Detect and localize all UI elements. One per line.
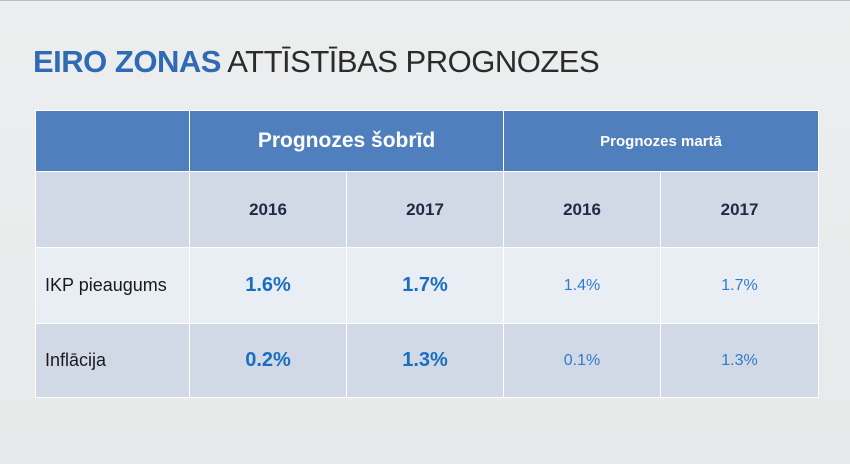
- slide-title: EIRO ZONAS ATTĪSTĪBAS PROGNOZES: [33, 44, 600, 80]
- value-cell: 0.2%: [189, 323, 347, 398]
- year-header: 2017: [660, 171, 820, 248]
- group-header-row: Prognozes šobrīd Prognozes martā: [35, 110, 820, 172]
- value-cell: 1.7%: [345, 247, 505, 324]
- group-header-current: Prognozes šobrīd: [188, 110, 505, 172]
- year-header: 2016: [503, 171, 662, 248]
- value-cell: 0.1%: [503, 323, 662, 398]
- row-label: IKP pieaugums: [35, 247, 190, 324]
- value-cell: 1.4%: [503, 247, 662, 324]
- year-header-row: 2016 2017 2016 2017: [35, 171, 820, 248]
- value-cell: 1.3%: [660, 323, 820, 398]
- value-cell: 1.7%: [660, 247, 820, 324]
- year-corner-cell: [35, 171, 190, 248]
- value-cell: 1.3%: [345, 323, 505, 398]
- year-header: 2016: [189, 171, 347, 248]
- year-header: 2017: [345, 171, 505, 248]
- title-accent: EIRO ZONAS: [33, 44, 221, 79]
- table-row: Inflācija 0.2% 1.3% 0.1% 1.3%: [35, 323, 820, 398]
- corner-cell: [35, 110, 190, 172]
- table-row: IKP pieaugums 1.6% 1.7% 1.4% 1.7%: [35, 247, 820, 324]
- title-rest: ATTĪSTĪBAS PROGNOZES: [220, 44, 600, 79]
- forecast-table: Prognozes šobrīd Prognozes martā 2016 20…: [35, 110, 820, 398]
- row-label: Inflācija: [35, 323, 190, 398]
- group-header-march: Prognozes martā: [503, 110, 820, 172]
- top-divider: [0, 0, 850, 1]
- value-cell: 1.6%: [189, 247, 347, 324]
